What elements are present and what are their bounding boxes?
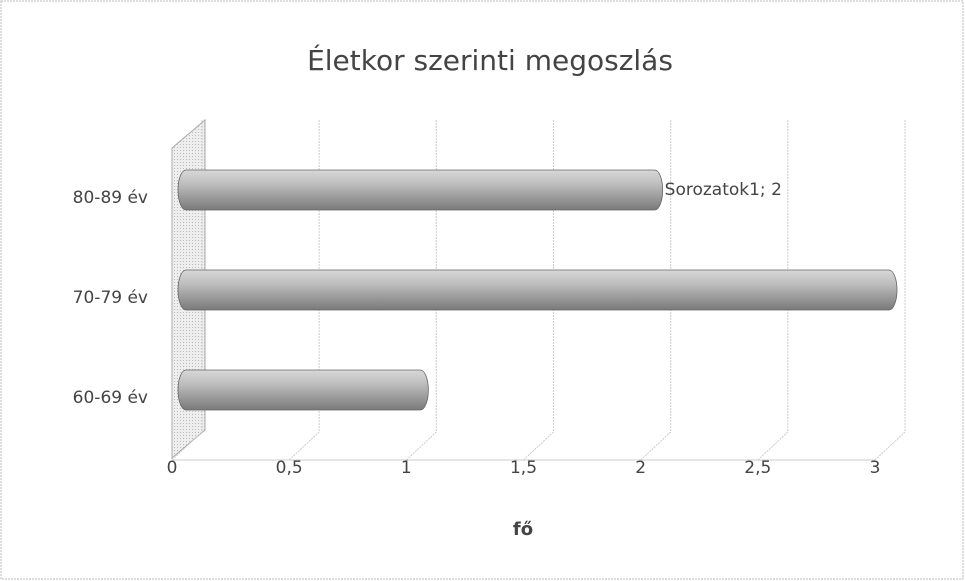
x-tick-label: 3 xyxy=(870,458,881,478)
grid-line xyxy=(640,120,672,461)
y-tick-label: 60-69 év xyxy=(73,388,148,408)
x-tick-label: 2,5 xyxy=(744,458,771,478)
grid-line xyxy=(523,120,554,461)
x-tick-label: 0,5 xyxy=(276,458,303,478)
grid-line xyxy=(171,120,203,461)
chart-title: Életkor szerinti megoszlás xyxy=(307,43,673,77)
y-tick-label: 80-89 év xyxy=(73,188,148,208)
grid-line xyxy=(757,120,789,461)
x-axis-label: fő xyxy=(513,519,533,540)
grid-line xyxy=(288,120,320,461)
x-tick-label: 1,5 xyxy=(510,458,537,478)
grid-line xyxy=(405,120,437,461)
x-tick-label: 2 xyxy=(635,458,646,478)
x-tick-label: 1 xyxy=(401,458,412,478)
bar xyxy=(177,169,664,211)
bar xyxy=(177,369,429,411)
bar xyxy=(177,269,898,311)
y-tick-label: 70-79 év xyxy=(73,288,148,308)
grid-line xyxy=(874,120,906,461)
data-label: Sorozatok1; 2 xyxy=(665,180,782,200)
x-tick-label: 0 xyxy=(167,458,178,478)
